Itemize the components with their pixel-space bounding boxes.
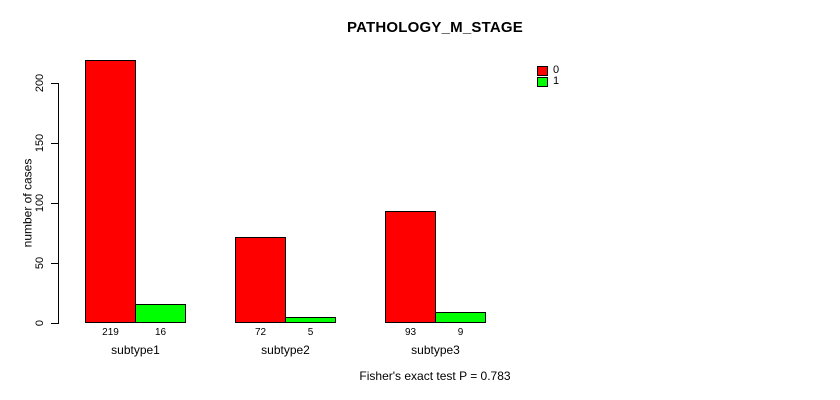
y-tick-label-text: 100 (34, 193, 47, 213)
y-tick-label-text: 50 (34, 256, 46, 270)
bar-value-label-subtype3-series-0: 93 (404, 327, 417, 338)
y-tick-label-text: 150 (34, 133, 47, 153)
legend: 0 1 (536, 64, 596, 98)
legend-swatch-series-1 (537, 77, 548, 87)
legend-swatch-series-0 (537, 66, 548, 76)
bar-value-label-subtype1-series-0: 219 (102, 327, 119, 338)
bar-subtype3-series-0 (385, 211, 436, 323)
category-label-subtype2: subtype2 (261, 343, 310, 357)
y-tick-label: 150 (31, 123, 49, 163)
y-tick-label: 50 (31, 243, 49, 283)
bar-subtype1-series-0 (85, 60, 136, 323)
fisher-test-annotation: Fisher's exact test P = 0.783 (359, 369, 511, 383)
y-tick-mark (51, 203, 59, 204)
y-tick-mark (51, 323, 59, 324)
bar-subtype1-series-1 (135, 304, 186, 323)
y-tick-label: 100 (31, 183, 49, 223)
bar-value-label-subtype2-series-0: 72 (254, 327, 267, 338)
y-tick-mark (51, 83, 59, 84)
chart-title: PATHOLOGY_M_STAGE (347, 19, 523, 36)
y-tick-mark (51, 143, 59, 144)
y-tick-label-text: 0 (34, 319, 46, 327)
bar-value-label-subtype3-series-1: 9 (457, 327, 464, 338)
bar-subtype2-series-1 (285, 317, 336, 323)
y-tick-label: 200 (31, 63, 49, 103)
bar-value-label-subtype1-series-1: 16 (154, 327, 167, 338)
category-label-subtype1: subtype1 (111, 343, 160, 357)
y-tick-label: 0 (31, 303, 49, 343)
y-tick-mark (51, 263, 59, 264)
category-label-subtype3: subtype3 (411, 343, 460, 357)
bar-value-label-subtype2-series-1: 5 (307, 327, 314, 338)
legend-label-series-1: 1 (553, 75, 560, 87)
legend-label-series-0: 0 (553, 64, 560, 76)
bar-subtype2-series-0 (235, 237, 286, 323)
y-tick-label-text: 200 (34, 73, 47, 93)
bar-subtype3-series-1 (435, 312, 486, 323)
